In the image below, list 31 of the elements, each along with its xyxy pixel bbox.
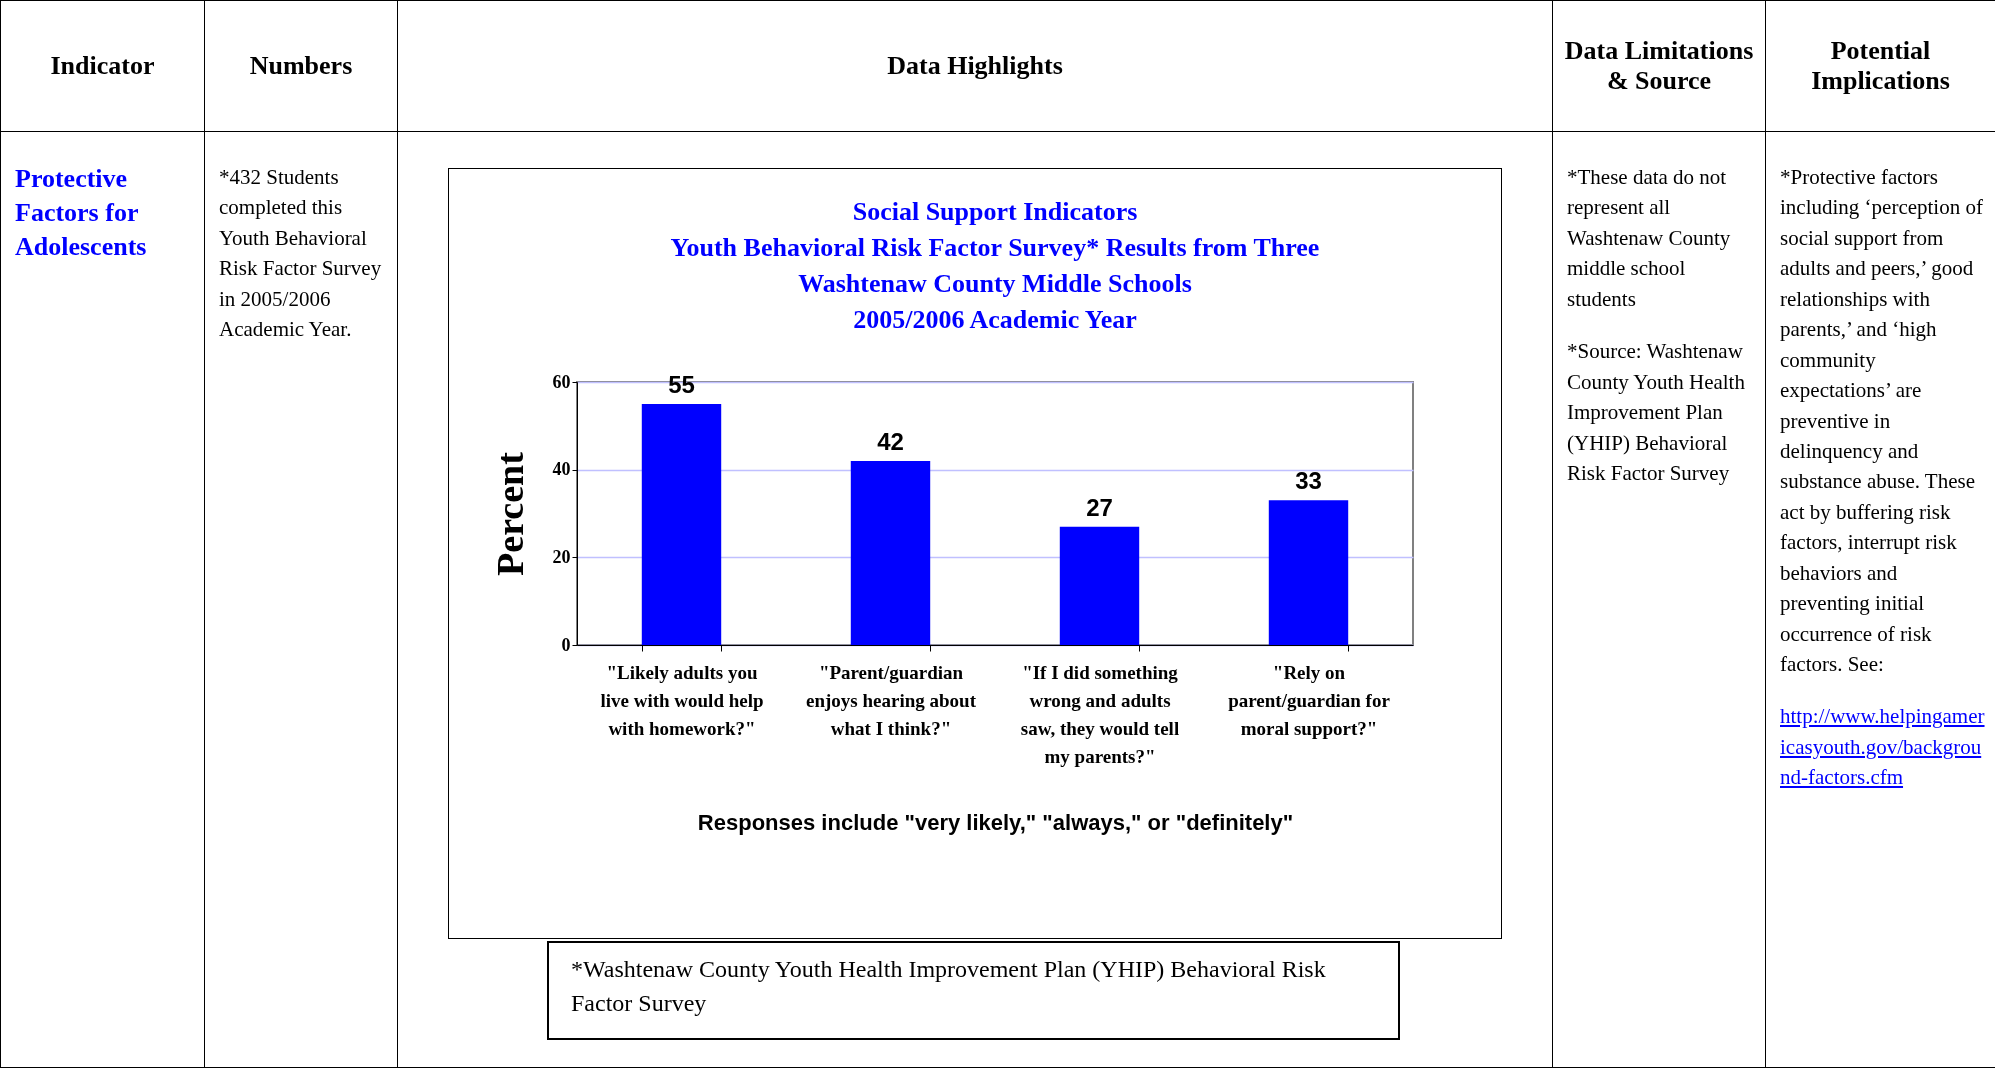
chart-title: Social Support Indicators Youth Behavioral Risk Factor Survey* Results from Three Washtenaw County Middle Schools 2005/2006 Academic Year [670, 197, 1320, 334]
data-label: 42 [877, 427, 904, 455]
y-tick-label: 20 [552, 546, 571, 567]
x-tick-label: "Likely adults you live with would help with homework?" [600, 661, 764, 739]
y-tick-label: 60 [552, 371, 571, 392]
text: Indicator [50, 51, 155, 81]
text: Protective Factors for Adolescents [15, 163, 148, 263]
data-label: 55 [668, 370, 695, 398]
y-tick-label: 40 [552, 459, 571, 480]
text: Data Highlights [887, 51, 1063, 81]
bar [1268, 500, 1349, 645]
bar [850, 460, 931, 645]
text: Numbers [249, 51, 353, 81]
data-label: 27 [1086, 493, 1113, 521]
bar [641, 403, 722, 645]
text: *Source: Washtenaw County Youth Health Improvement Plan (YHIP) Behavioral Risk Factor Survey [1567, 338, 1746, 487]
text: Data Limitations & Source [1563, 36, 1755, 96]
x-axis-title: Responses include "very likely," "always," or "definitely" [697, 809, 1294, 835]
y-tick-label: 0 [561, 634, 571, 655]
bar [1059, 526, 1140, 645]
text: *Washtenaw County Youth Health Improvement Plan (YHIP) Behavioral Risk Factor Survey [547, 941, 1400, 1040]
text: *These data do not represent all Washtenaw County middle school students [1567, 164, 1732, 313]
data-label: 33 [1295, 467, 1322, 495]
y-axis-title: Percent [488, 451, 531, 576]
text: *432 Students completed this Youth Behavioral Risk Factor Survey in 2005/2006 Academic Year. [219, 164, 383, 344]
x-tick-label: "Parent/guardian enjoys hearing about what I think?" [806, 661, 977, 739]
text: Potential Implications [1810, 36, 1951, 96]
text: *Protective factors including ‘perception of social support from adults and peers,’ good relationships with parents,’ and ‘high community expectations’ are preventive in delinquency and substance abuse. These act by buffering risk factors, interrupt risk behaviors and preventing initial occurrence of risk factors. See: [1780, 165, 1983, 676]
x-tick-label: "Rely on parent/guardian for moral support?" [1228, 661, 1391, 739]
x-tick-label: "If I did something wrong and adults saw, they would tell my parents?" [1020, 661, 1180, 767]
text: http://www.helpingamericasyouth.gov/background-factors.cfm [1780, 703, 1985, 792]
